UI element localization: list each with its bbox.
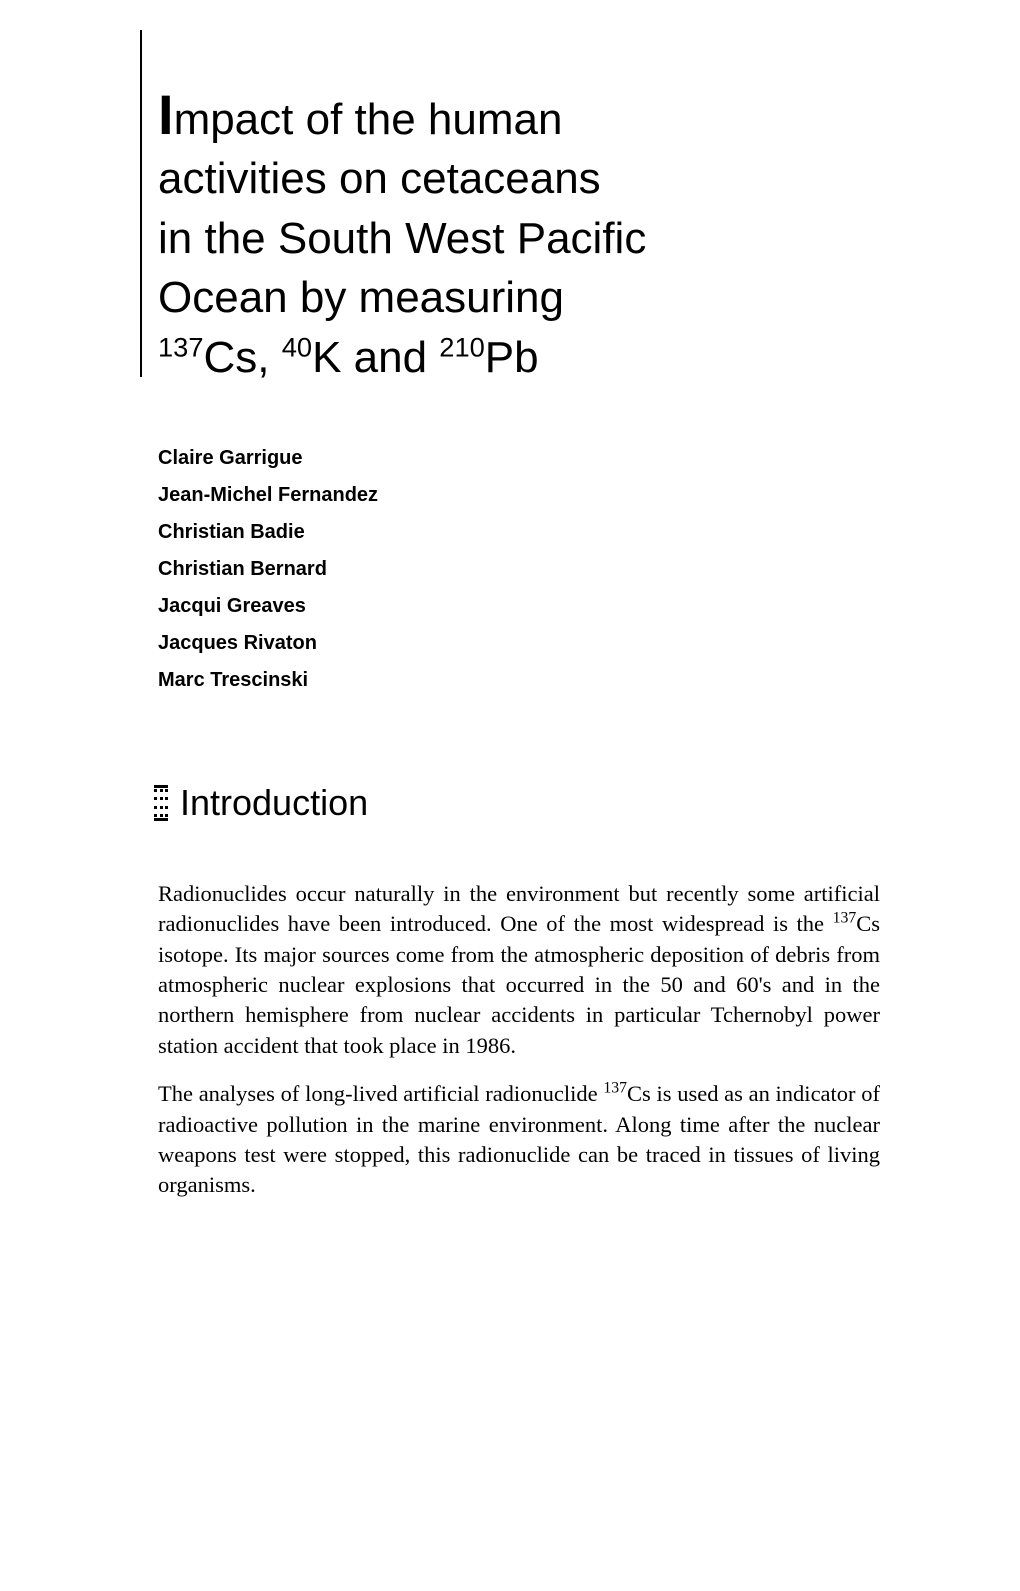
title-pb: Pb [485,333,539,382]
title-line-4: Ocean by measuring [158,273,564,322]
title-line-1: mpact of the human [174,95,563,144]
title-block: Impact of the human activities on cetace… [140,90,890,387]
title-vertical-rule [140,30,142,377]
title-sup-40: 40 [282,331,312,362]
author-name: Jean-Michel Fernandez [158,484,890,507]
authors-list: Claire Garrigue Jean-Michel Fernandez Ch… [158,447,890,692]
title-k: K and [312,333,439,382]
p1-text-a: Radionuclides occur naturally in the env… [158,881,880,936]
title-line-3: in the South West Pacific [158,214,646,263]
author-name: Christian Badie [158,521,890,544]
author-name: Christian Bernard [158,558,890,581]
author-name: Marc Trescinski [158,669,890,692]
author-name: Jacques Rivaton [158,632,890,655]
p1-sup-137: 137 [833,910,857,927]
author-name: Claire Garrigue [158,447,890,470]
section-heading-wrapper: Introduction [154,782,890,824]
section-ornament-icon [154,785,168,821]
p2-text-a: The analyses of long-lived artificial ra… [158,1081,603,1106]
title-line-2: activities on cetaceans [158,154,601,203]
p2-sup-137: 137 [603,1080,627,1097]
title-cs: Cs, [204,333,282,382]
body-paragraph: The analyses of long-lived artificial ra… [158,1079,880,1201]
body-paragraph: Radionuclides occur naturally in the env… [158,879,880,1061]
paper-title: Impact of the human activities on cetace… [158,90,890,387]
author-name: Jacqui Greaves [158,595,890,618]
title-sup-210: 210 [439,331,485,362]
page-container: Impact of the human activities on cetace… [0,0,1020,1319]
title-dropcap: I [158,83,174,146]
section-heading: Introduction [180,782,368,824]
title-sup-137: 137 [158,331,204,362]
